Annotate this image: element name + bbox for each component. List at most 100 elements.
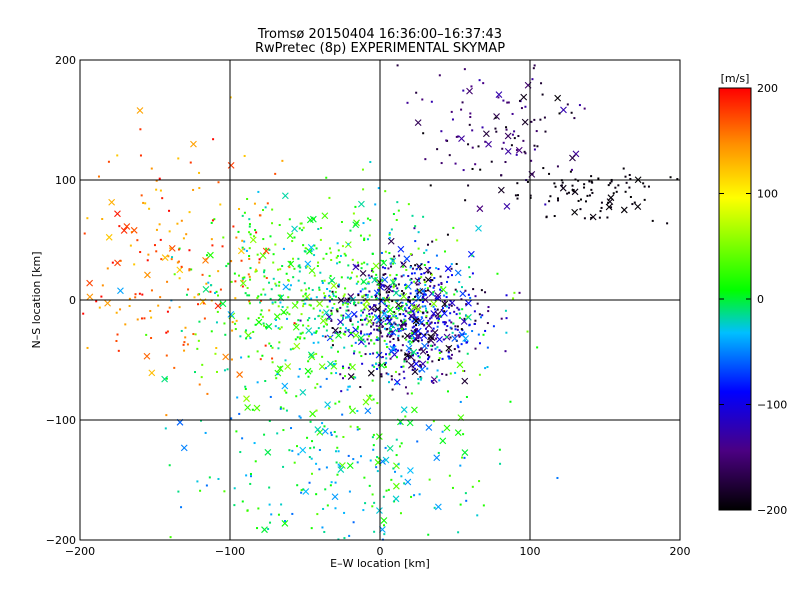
scatter-dot [465,499,468,502]
scatter-dot [387,267,390,270]
scatter-dot [344,287,347,290]
scatter-dot [342,317,345,320]
scatter-dot [329,251,332,254]
scatter-dot [340,314,343,317]
scatter-cross [366,317,374,325]
scatter-dot [478,342,481,345]
scatter-dot [436,333,439,336]
scatter-dot [371,267,374,270]
scatter-cross [454,429,462,437]
scatter-dot [363,261,366,264]
scatter-dot [352,376,355,379]
scatter-dot [278,281,281,284]
scatter-cross [123,223,131,230]
scatter-dot [436,325,439,328]
scatter-dot [325,252,328,255]
scatter-dot [248,223,251,226]
scatter-dot [243,211,246,214]
scatter-dot [411,332,414,335]
scatter-dot [145,333,148,336]
scatter-cross [375,433,383,440]
scatter-dot [438,74,441,77]
scatter-dot [435,375,438,378]
scatter-dot [341,245,344,248]
scatter-dot [455,313,458,316]
scatter-dot [359,386,362,389]
scatter-dot [346,276,349,279]
scatter-dot [188,249,191,252]
scatter-cross [282,283,290,291]
scatter-dot [487,310,490,313]
scatter-dot [299,266,302,269]
scatter-dot [397,463,400,466]
scatter-dot [411,326,414,329]
scatter-dot [332,294,335,297]
scatter-dot [362,222,365,225]
scatter-dot [310,457,313,460]
scatter-dot [301,229,304,232]
scatter-dot [249,482,252,485]
scatter-dot [351,271,354,274]
scatter-dot [339,330,342,333]
scatter-cross [281,382,289,390]
scatter-dot [360,455,363,458]
scatter-dot [501,147,504,150]
scatter-dot [236,396,239,399]
scatter-dot [243,248,246,251]
scatter-dot [417,311,420,314]
scatter-dot [471,146,474,149]
scatter-cross [227,161,235,169]
scatter-dot [359,234,362,237]
scatter-dot [319,309,322,312]
scatter-dot [159,238,162,241]
scatter-dot [445,336,448,339]
scatter-dot [365,293,368,296]
scatter-cross [219,300,227,308]
scatter-dot [264,293,267,296]
scatter-dot [476,302,479,305]
scatter-dot [323,279,326,282]
scatter-dot [494,127,497,130]
scatter-dot [321,315,324,318]
scatter-dot [376,328,379,331]
scatter-dot [285,391,288,394]
scatter-dot [382,259,385,262]
scatter-cross [330,362,338,370]
scatter-cross [456,361,464,369]
scatter-cross [262,247,270,255]
scatter-dot [625,181,628,184]
scatter-dot [334,402,337,405]
scatter-cross [373,289,381,297]
scatter-dot [321,335,324,338]
scatter-dot [395,315,398,318]
scatter-dot [591,191,594,194]
scatter-dot [377,283,380,286]
scatter-dot [257,295,260,298]
scatter-dot [212,138,215,141]
scatter-dot [479,316,482,319]
scatter-dot [390,228,393,231]
scatter-cross [589,213,597,221]
scatter-dot [511,112,514,115]
scatter-dot [326,305,329,308]
scatter-dot [341,365,344,368]
scatter-dot [438,357,441,360]
scatter-dot [219,288,222,291]
scatter-dot [402,265,405,268]
scatter-cross [321,427,329,435]
scatter-dot [279,268,282,271]
scatter-dot [369,459,372,462]
scatter-cross [504,147,512,155]
scatter-dot [557,199,560,202]
scatter-dot [448,303,451,306]
scatter-dot [298,227,301,230]
scatter-dot [352,521,355,524]
scatter-dot [310,250,313,253]
scatter-dot [234,297,237,300]
scatter-dot [440,283,443,286]
scatter-dot [375,466,378,469]
scatter-dot [143,317,146,320]
scatter-cross [304,260,312,268]
